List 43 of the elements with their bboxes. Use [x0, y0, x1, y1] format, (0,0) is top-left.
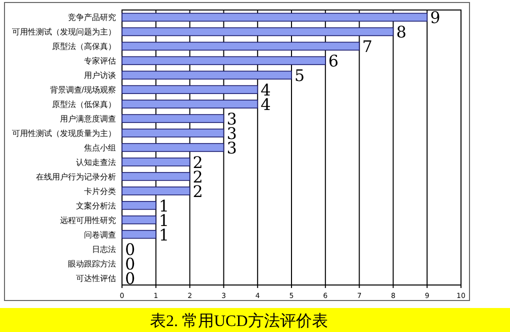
y-tick-label: 专家评估 — [84, 56, 116, 66]
y-tick-label: 眼动跟踪方法 — [68, 259, 116, 268]
y-tick-label: 卡片分类 — [84, 186, 116, 196]
y-tick-label: 用户满意度调查 — [60, 114, 116, 124]
bar — [122, 85, 258, 94]
data-label: 5 — [294, 66, 305, 86]
bar — [122, 128, 224, 138]
bar — [122, 12, 428, 22]
bar — [122, 100, 258, 108]
bar — [122, 215, 156, 224]
bar — [122, 56, 326, 66]
data-label: 9 — [430, 8, 440, 28]
bar — [122, 201, 156, 210]
data-label: 4 — [260, 95, 271, 114]
data-label: 8 — [396, 22, 406, 42]
y-tick-label: 远程可用性研究 — [60, 216, 116, 225]
y-tick-label: 可用性测试（发现质量为主） — [12, 129, 116, 138]
bar — [122, 114, 224, 123]
y-tick-label: 竞争产品研究 — [68, 13, 116, 22]
y-tick-label: 焦点小组 — [84, 144, 116, 152]
bar — [122, 186, 190, 196]
bar — [122, 143, 224, 152]
bar — [122, 172, 190, 181]
y-tick-label: 可用性测试（发现问题为主） — [12, 28, 116, 37]
y-tick-label: 用户访谈 — [84, 71, 116, 80]
data-label: 6 — [328, 52, 339, 71]
bar — [122, 42, 360, 51]
y-tick-label: 在线用户行为记录分析 — [36, 172, 116, 182]
y-tick-label: 可达性评估 — [76, 274, 116, 283]
bar — [122, 27, 394, 36]
bar — [122, 70, 292, 80]
y-tick-label: 文案分析法 — [76, 201, 116, 210]
y-tick-label: 认知走查法 — [76, 158, 116, 167]
bar — [122, 158, 190, 166]
y-tick-label: 背景调查/现场观察 — [50, 86, 116, 95]
bar — [122, 230, 156, 239]
data-label: 3 — [226, 138, 237, 158]
y-tick-label: 日志法 — [92, 244, 116, 254]
y-tick-label: 问卷调查 — [84, 230, 116, 240]
text: 表2. 常用UCD方法评价表 — [150, 312, 328, 330]
y-tick-label: 原型法（低保真） — [52, 100, 116, 110]
data-label: 7 — [362, 37, 372, 56]
y-tick-label: 原型法（高保真） — [52, 42, 116, 52]
